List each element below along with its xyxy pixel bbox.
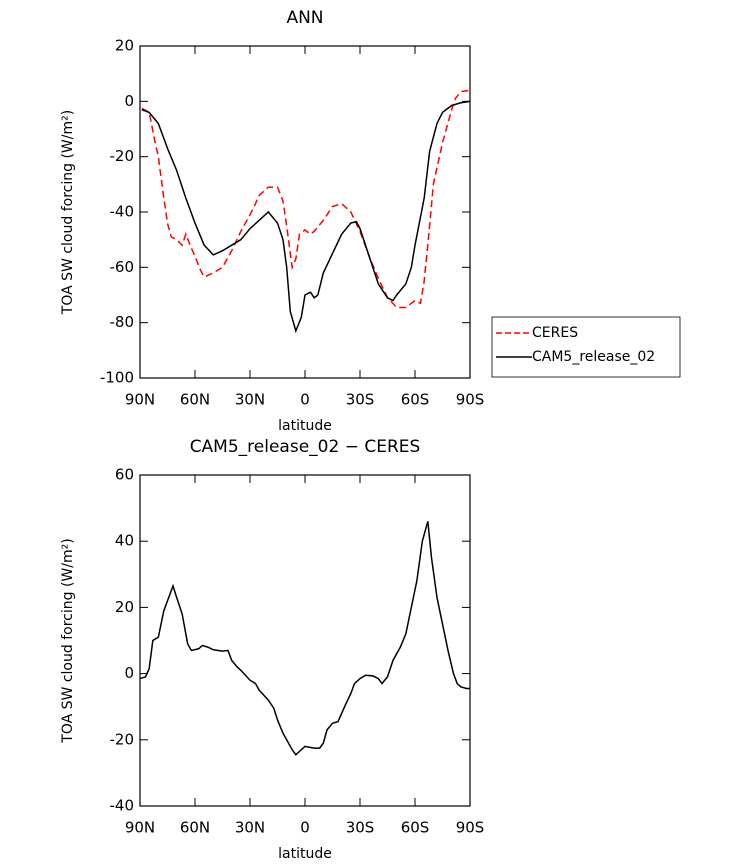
y-tick-label: 60 xyxy=(115,466,134,484)
y-tick-label: -20 xyxy=(110,147,135,165)
x-axis-label: latitude xyxy=(278,846,332,862)
y-tick-label: 0 xyxy=(124,92,134,110)
plot-frame xyxy=(139,474,471,807)
panel: ANN latitude TOA SW cloud forcing (W/m²) 20… xyxy=(60,8,681,434)
x-tick-label: 60S xyxy=(401,391,430,409)
x-tick-label: 0 xyxy=(300,819,310,837)
y-tick-label: 20 xyxy=(115,37,134,55)
x-tick-label: 60N xyxy=(180,819,210,837)
x-tick-label: 30N xyxy=(235,819,265,837)
y-tick-label: -40 xyxy=(110,203,135,221)
legend-label: CERES xyxy=(532,325,578,341)
x-axis-label: latitude xyxy=(278,418,332,434)
x-tick-label: 0 xyxy=(300,391,310,409)
x-tick-label: 60S xyxy=(401,819,430,837)
x-tick-label: 90N xyxy=(125,819,155,837)
x-tick-label: 30S xyxy=(346,391,375,409)
plot-frame xyxy=(139,45,471,379)
y-tick-label: 0 xyxy=(124,664,134,682)
chart-title: ANN xyxy=(286,8,323,28)
y-tick-label: -60 xyxy=(110,258,135,276)
legend-box xyxy=(491,316,681,378)
y-tick-label: -40 xyxy=(110,797,135,815)
line-series xyxy=(139,521,470,756)
y-tick-label: 40 xyxy=(115,532,134,550)
y-tick-label: -80 xyxy=(110,313,135,331)
chart-title: CAM5_release_02 − CERES xyxy=(190,437,421,457)
line-series xyxy=(141,89,471,309)
line-series xyxy=(141,100,471,334)
panel: CAM5_release_02 − CERES latitude TOA SW cl… xyxy=(60,437,484,862)
x-tick-label: 60N xyxy=(180,391,210,409)
y-axis-label: TOA SW cloud forcing (W/m²) xyxy=(60,110,76,315)
x-tick-label: 90S xyxy=(456,819,485,837)
y-axis-label: TOA SW cloud forcing (W/m²) xyxy=(60,538,76,743)
y-tick-label: -20 xyxy=(110,730,135,748)
y-tick-label: -100 xyxy=(100,369,134,387)
x-tick-label: 90S xyxy=(456,391,485,409)
x-tick-label: 30N xyxy=(235,391,265,409)
legend-label: CAM5_release_02 xyxy=(532,349,655,365)
y-tick-label: 20 xyxy=(115,598,134,616)
x-tick-label: 30S xyxy=(346,819,375,837)
x-tick-label: 90N xyxy=(125,391,155,409)
